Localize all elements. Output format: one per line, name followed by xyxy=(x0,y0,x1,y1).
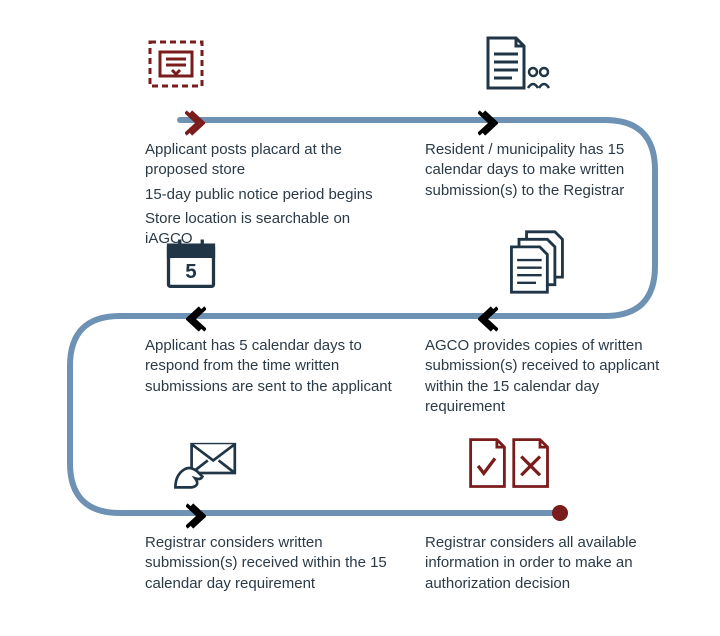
documents-stack-icon xyxy=(500,226,572,298)
flow-chevron-icon xyxy=(186,304,206,334)
step6-line1: Registrar considers all available inform… xyxy=(425,533,675,594)
step2-line1: Resident / municipality has 15 calendar … xyxy=(425,140,675,201)
step3-text: AGCO provides copies of written submissi… xyxy=(425,336,675,421)
step1-line2: 15-day public notice period begins xyxy=(145,185,395,205)
end-point-dot xyxy=(552,505,568,521)
flow-chevron-icon xyxy=(478,304,498,334)
step4-line1: Applicant has 5 calendar days to respond… xyxy=(145,336,395,397)
step4-text: Applicant has 5 calendar days to respond… xyxy=(145,336,395,401)
step3-line1: AGCO provides copies of written submissi… xyxy=(425,336,675,417)
step5-line1: Registrar considers written submission(s… xyxy=(145,533,395,594)
placard-icon xyxy=(140,28,212,100)
hand-envelope-icon xyxy=(170,428,242,500)
document-people-icon xyxy=(478,28,550,100)
flow-chevron-icon xyxy=(478,108,498,138)
check-x-docs-icon xyxy=(462,428,558,500)
calendar-5-icon: 5 xyxy=(155,226,227,298)
svg-text:5: 5 xyxy=(185,260,196,283)
step2-text: Resident / municipality has 15 calendar … xyxy=(425,140,675,205)
flow-chevron-icon xyxy=(185,108,205,138)
flow-chevron-icon xyxy=(186,501,206,531)
step6-text: Registrar considers all available inform… xyxy=(425,533,675,598)
step1-line1: Applicant posts placard at the proposed … xyxy=(145,140,395,181)
flowchart-canvas: Applicant posts placard at the proposed … xyxy=(0,0,720,636)
step5-text: Registrar considers written submission(s… xyxy=(145,533,395,598)
